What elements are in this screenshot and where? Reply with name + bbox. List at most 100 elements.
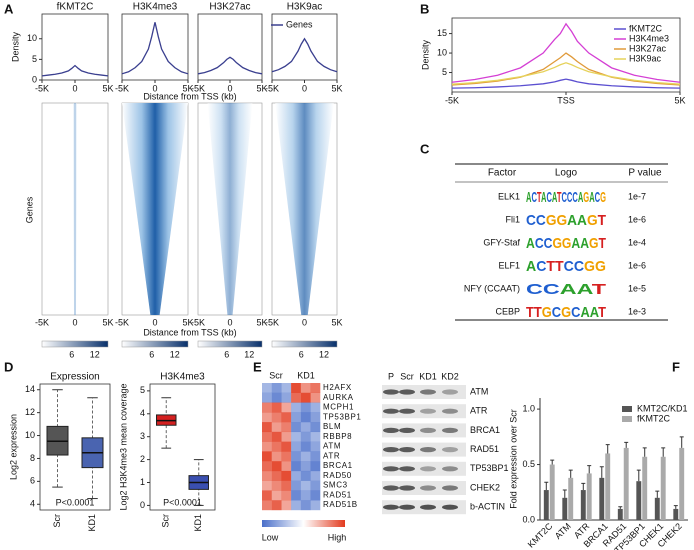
heatmap-cell [300, 490, 311, 501]
colorbar [262, 520, 345, 527]
heatmap-cell [310, 431, 321, 442]
legend-label: H3K4me3 [629, 33, 669, 43]
heatmap-cell [291, 500, 301, 511]
blot-band [420, 408, 436, 414]
protein-label: b-ACTIN [470, 502, 505, 512]
x-tick-label: -5K [445, 95, 459, 105]
line [451, 22, 681, 83]
y-axis-label: Fold expression over Scr [508, 409, 518, 509]
motif-logo: CCGGAAGT [526, 212, 606, 229]
colorbar-label: 6 [299, 349, 304, 359]
heatmap-cell [300, 383, 311, 393]
heatmap-cell [271, 383, 282, 393]
x-tick-label: KD1 [87, 514, 97, 532]
heatmap-cell [281, 392, 292, 403]
heatmap-cell [310, 392, 321, 403]
x-axis-label: Distance from TSS (kb) [143, 91, 236, 101]
heatmap-cell [262, 412, 272, 423]
blot-band [420, 389, 436, 395]
heatmap-cell [271, 451, 282, 462]
x-tick-label: -5K [115, 317, 129, 327]
heatmap-cell [271, 422, 282, 433]
heatmap-cell [300, 412, 311, 423]
line [41, 64, 109, 77]
heatmap-cell [300, 480, 311, 491]
heatmap-cell [300, 461, 311, 472]
heatmap-cell [300, 500, 311, 511]
lane-label: KD2 [441, 371, 459, 381]
x-tick-label: TSS [557, 95, 575, 105]
y-tick-label: 8 [30, 453, 35, 463]
legend-label: H3K9ac [629, 53, 662, 63]
y-tick-label: 1 [140, 477, 145, 487]
heatmap-cell [281, 441, 292, 452]
y-tick-label: 1.0 [522, 403, 535, 413]
heatmap-cell [281, 412, 292, 423]
protein-label: ATR [470, 406, 488, 416]
heatmap-cell [310, 461, 321, 472]
x-tick-label: 0 [302, 83, 307, 93]
blot-band [420, 466, 436, 472]
heatmap-cell [310, 480, 321, 491]
colorbar-label: 12 [244, 349, 254, 359]
protein-label: RAD51 [470, 444, 499, 454]
error-bar [624, 441, 629, 448]
y-axis-label: Log2 expression [8, 414, 18, 480]
x-tick-label: 5K [674, 95, 685, 105]
annotation: P<0.0001 [163, 497, 202, 507]
chart-title: fKMT2C [57, 2, 94, 13]
error-bar [679, 436, 684, 448]
panel-letter: F [672, 359, 680, 374]
blot-strip [382, 423, 466, 438]
blot-band [420, 447, 436, 453]
y-axis-label: Density [420, 39, 430, 70]
heatmap-cell [271, 480, 282, 491]
blot-band [442, 408, 458, 414]
gene-label: BRCA1 [323, 461, 353, 470]
x-tick-label: -5K [265, 317, 279, 327]
blot-band [399, 466, 415, 472]
heatmap-cell [310, 490, 321, 501]
error-bar [550, 459, 555, 465]
blot-band [383, 504, 399, 510]
heatmap-cell [262, 490, 272, 501]
plot-frame [41, 13, 109, 81]
colorbar [197, 340, 263, 348]
y-tick-label: 6 [30, 476, 35, 486]
heatmap-cell [310, 402, 321, 413]
blot-band [420, 427, 436, 433]
plot-frame [197, 13, 263, 81]
bar [543, 490, 549, 520]
y-tick-label: 4 [140, 408, 145, 418]
y-tick-label: 0.0 [522, 514, 535, 524]
heatmap-cell [262, 392, 272, 403]
bar [568, 477, 574, 520]
heatmap-cell [291, 431, 301, 442]
bar [586, 473, 592, 520]
x-tick-label: 0 [302, 317, 307, 327]
heatmap-cell [300, 392, 311, 403]
annotation: P<0.0001 [56, 497, 95, 507]
heatmap-cell [281, 500, 292, 511]
blot-strip [382, 461, 466, 476]
x-tick-label: KMT2C [526, 521, 555, 550]
x-tick-label: ATM [553, 521, 573, 541]
gene-label: AURKA [323, 393, 354, 402]
blot-band [383, 389, 399, 395]
blot-band [420, 485, 436, 491]
colorbar [271, 340, 338, 348]
error-bar [661, 447, 666, 457]
error-bar [673, 505, 678, 509]
factor: CEBP [495, 306, 520, 316]
protein-label: ATM [470, 386, 488, 396]
gene-label: RAD51B [323, 500, 358, 509]
x-tick-label: -5K [265, 83, 279, 93]
lane-label: P [388, 371, 394, 381]
gene-label: RAD50 [323, 471, 352, 480]
legend-label: fKMT2C [637, 413, 671, 423]
error-bar [599, 466, 604, 478]
blot-band [442, 427, 458, 433]
heatmap-cell [291, 480, 301, 491]
error-bar [581, 482, 586, 491]
